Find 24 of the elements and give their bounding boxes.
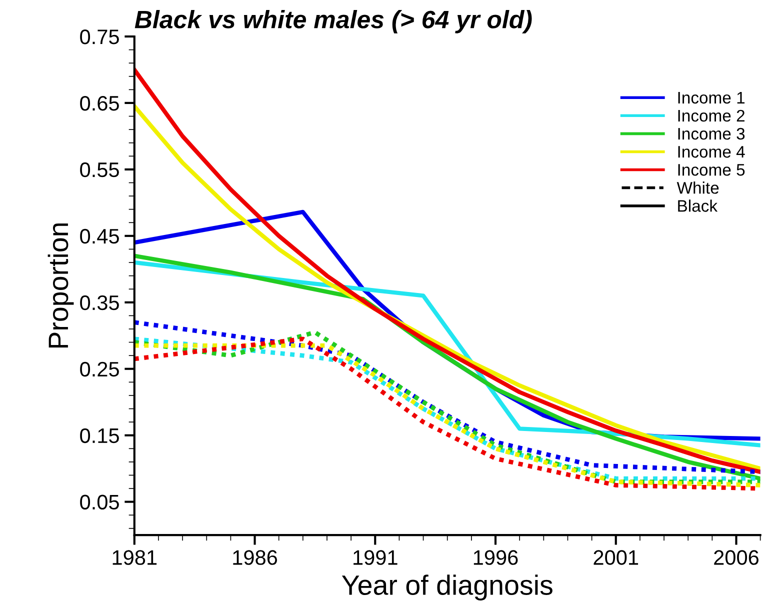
legend-label: Income 5 <box>678 164 745 176</box>
legend-label: Black <box>678 200 718 212</box>
legend-label: Income 1 <box>678 92 745 104</box>
y-tick-label: 0.25 <box>80 362 119 377</box>
legend-label: Income 3 <box>678 128 745 140</box>
y-tick-label: 0.35 <box>80 295 119 310</box>
x-tick-label: 2006 <box>714 550 759 565</box>
y-axis-title: Proportion <box>48 223 74 348</box>
y-tick-label: 0.45 <box>80 228 119 244</box>
x-tick-label: 1986 <box>233 550 278 565</box>
y-tick-label: 0.15 <box>80 428 119 444</box>
y-tick-label: 0.75 <box>80 29 119 44</box>
x-tick-label: 2001 <box>594 550 638 565</box>
x-tick-label: 1981 <box>112 550 157 565</box>
y-tick-label: 0.65 <box>80 96 119 111</box>
x-axis-title: Year of diagnosis <box>342 574 552 600</box>
x-tick-label: 1991 <box>354 550 398 565</box>
chart-title: Black vs white males (> 64 yr old) <box>134 10 532 34</box>
legend-label: White <box>676 182 719 194</box>
legend-label: Income 2 <box>678 110 744 122</box>
y-tick-label: 0.05 <box>80 494 119 510</box>
x-tick-label: 1996 <box>474 550 518 565</box>
legend-label: Income 4 <box>678 146 745 158</box>
y-tick-label: 0.55 <box>80 162 119 178</box>
